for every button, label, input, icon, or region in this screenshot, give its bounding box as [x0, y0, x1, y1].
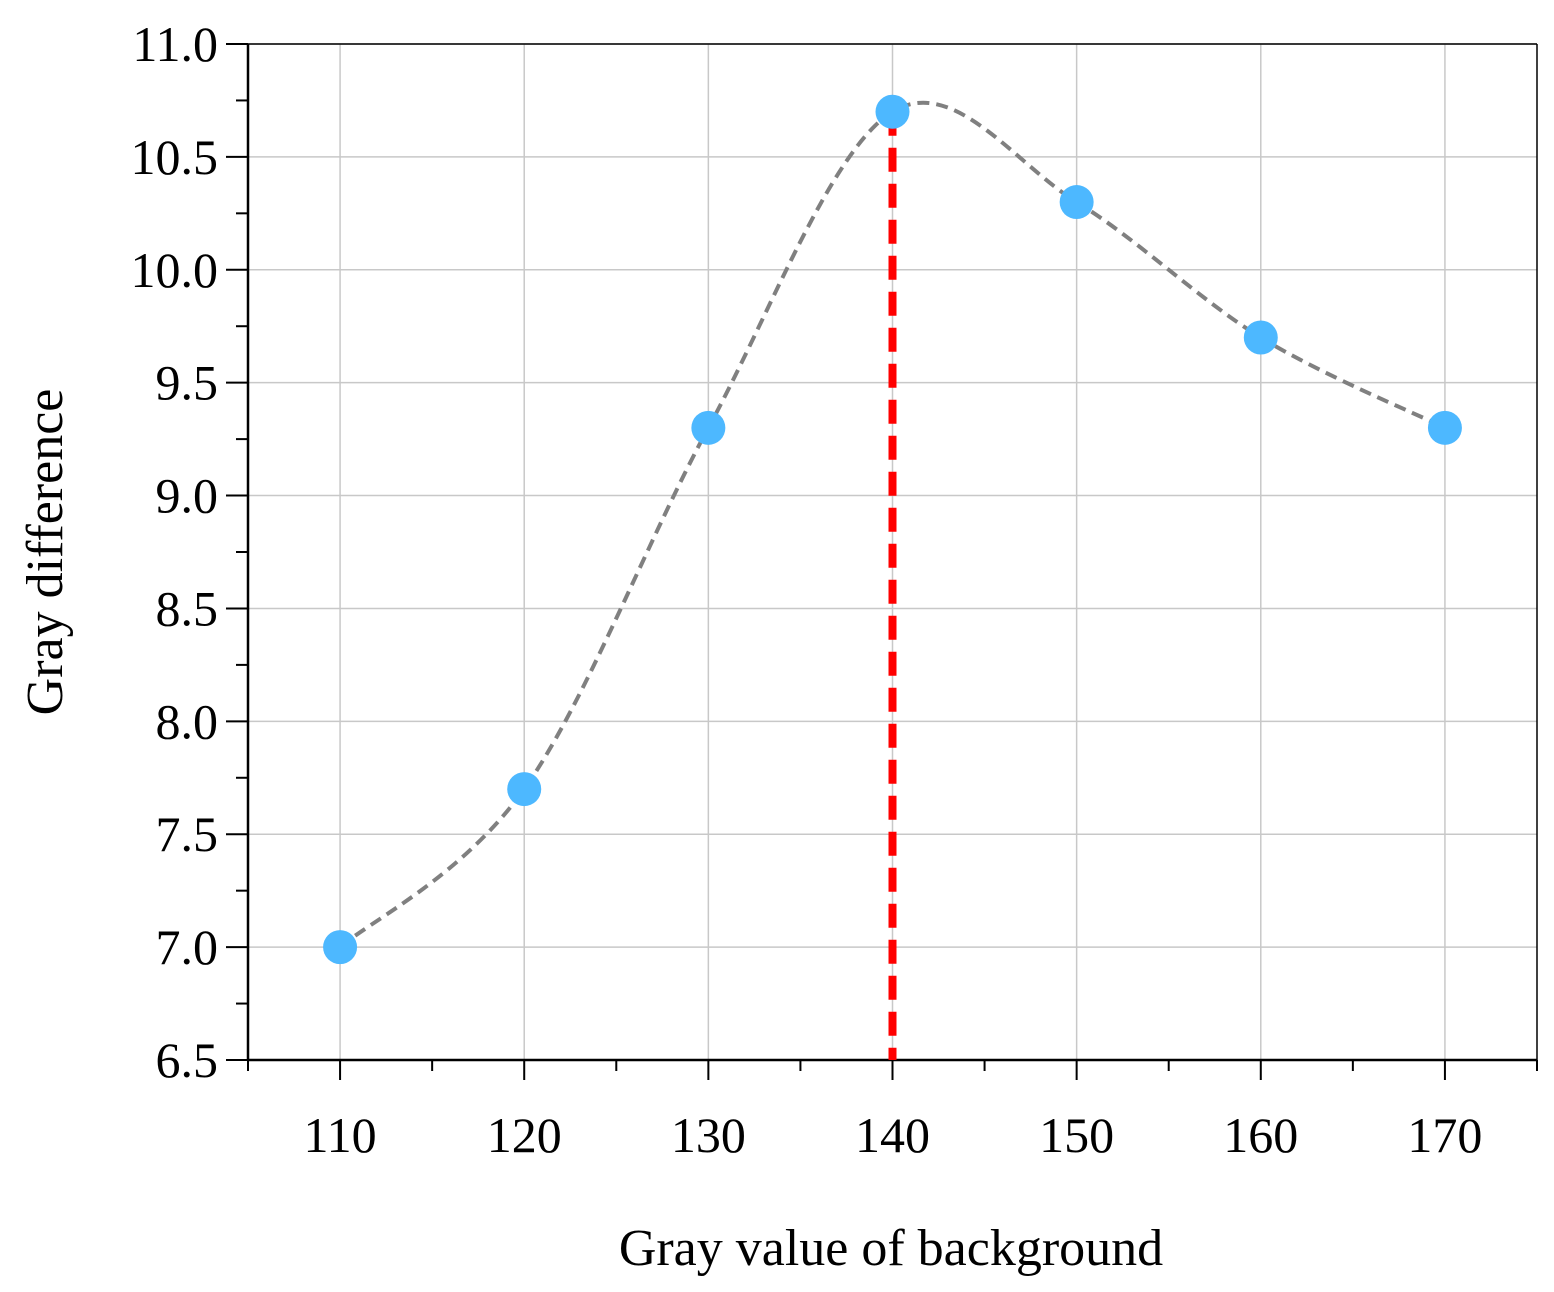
y-tick-label-9.0: 9.0 [156, 468, 219, 524]
data-point-120 [507, 772, 542, 807]
data-point-110 [323, 930, 358, 965]
x-tick-label-120: 120 [487, 1107, 562, 1163]
y-tick-label-10.5: 10.5 [131, 129, 219, 185]
data-point-150 [1059, 185, 1094, 220]
y-tick-label-9.5: 9.5 [156, 355, 219, 411]
y-axis-title: Gray difference [17, 389, 74, 716]
y-tick-label-6.5: 6.5 [156, 1032, 219, 1088]
y-tick-label-8.5: 8.5 [156, 580, 219, 636]
x-tick-label-110: 110 [303, 1107, 376, 1163]
axis-ticks [226, 43, 1538, 1080]
data-point-170 [1427, 410, 1462, 445]
data-point-160 [1243, 320, 1278, 355]
y-tick-label-7.0: 7.0 [156, 919, 219, 975]
x-axis-title: Gray value of background [619, 1220, 1163, 1277]
y-tick-labels: 6.5 7.0 7.5 8.0 8.5 9.0 9.5 10.0 10.5 11.0 [131, 16, 219, 1088]
y-tick-label-10.0: 10.0 [131, 242, 219, 298]
y-tick-label-11.0: 11.0 [132, 16, 218, 72]
data-point-130 [691, 410, 726, 445]
x-tick-label-150: 150 [1039, 1107, 1114, 1163]
data-point-140 [875, 94, 910, 129]
x-tick-label-160: 160 [1223, 1107, 1298, 1163]
x-tick-label-170: 170 [1407, 1107, 1482, 1163]
x-tick-labels: 110 120 130 140 150 160 170 [303, 1107, 1482, 1163]
x-tick-label-130: 130 [671, 1107, 746, 1163]
data-points [323, 94, 1462, 965]
y-tick-label-8.0: 8.0 [156, 693, 219, 749]
x-tick-label-140: 140 [855, 1107, 930, 1163]
y-tick-label-7.5: 7.5 [156, 806, 219, 862]
